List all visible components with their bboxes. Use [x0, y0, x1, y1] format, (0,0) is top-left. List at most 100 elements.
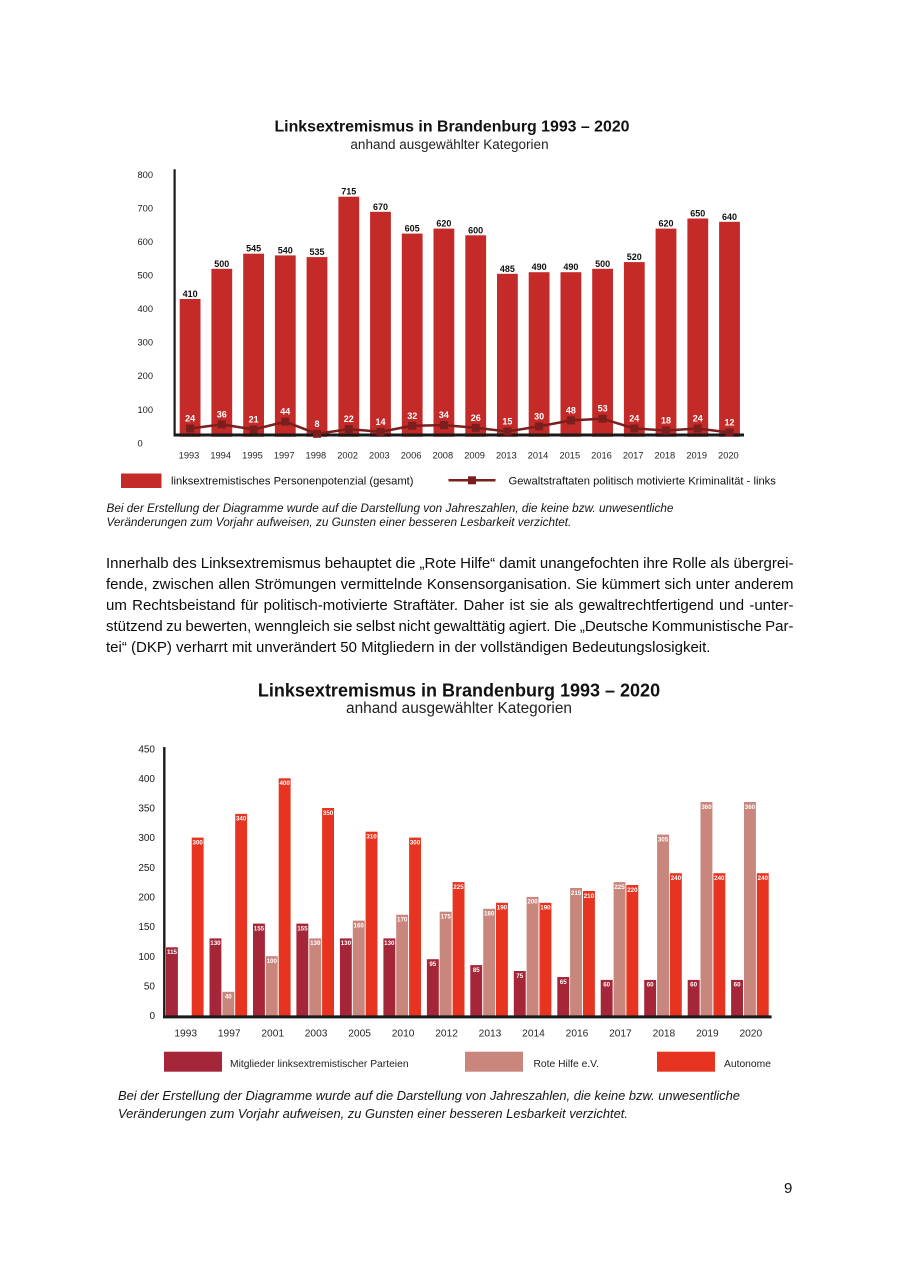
- svg-text:180: 180: [484, 911, 495, 918]
- svg-text:Linksextremismus in Brandenbur: Linksextremismus in Brandenburg 1993 – 2…: [258, 681, 660, 701]
- svg-text:490: 490: [563, 262, 578, 272]
- svg-text:44: 44: [280, 407, 290, 417]
- svg-text:2012: 2012: [435, 1028, 458, 1039]
- svg-text:1993: 1993: [174, 1028, 197, 1039]
- svg-text:36: 36: [217, 409, 227, 419]
- svg-text:300: 300: [193, 839, 204, 846]
- svg-text:Mitglieder linksextremistische: Mitglieder linksextremistischer Parteien: [230, 1059, 409, 1070]
- svg-text:200: 200: [138, 893, 155, 904]
- svg-text:24: 24: [629, 414, 639, 424]
- svg-text:300: 300: [410, 839, 421, 846]
- svg-text:175: 175: [440, 914, 451, 921]
- svg-text:130: 130: [310, 940, 321, 947]
- svg-text:2019: 2019: [686, 451, 707, 461]
- svg-text:18: 18: [661, 416, 671, 426]
- svg-text:600: 600: [468, 225, 483, 235]
- svg-text:2017: 2017: [609, 1028, 632, 1039]
- svg-text:210: 210: [584, 893, 595, 900]
- svg-text:1997: 1997: [274, 451, 295, 461]
- svg-text:48: 48: [566, 405, 576, 415]
- svg-text:2003: 2003: [305, 1028, 328, 1039]
- svg-text:640: 640: [722, 212, 737, 222]
- svg-text:2010: 2010: [392, 1028, 415, 1039]
- svg-text:anhand ausgewählter Kategorien: anhand ausgewählter Kategorien: [350, 137, 548, 152]
- svg-text:53: 53: [598, 404, 608, 414]
- svg-text:225: 225: [453, 884, 464, 891]
- svg-text:2017: 2017: [623, 451, 644, 461]
- svg-text:60: 60: [647, 982, 654, 989]
- svg-text:250: 250: [138, 863, 155, 874]
- svg-text:400: 400: [138, 304, 154, 314]
- svg-text:350: 350: [323, 810, 334, 817]
- svg-text:40: 40: [225, 994, 232, 1001]
- svg-text:anhand ausgewählter Kategorien: anhand ausgewählter Kategorien: [346, 700, 572, 717]
- svg-text:2015: 2015: [559, 451, 580, 461]
- svg-text:2016: 2016: [566, 1028, 589, 1039]
- svg-text:2013: 2013: [496, 451, 517, 461]
- svg-text:200: 200: [138, 371, 154, 381]
- svg-text:190: 190: [540, 905, 551, 912]
- svg-text:220: 220: [627, 887, 638, 894]
- svg-text:21: 21: [249, 415, 259, 425]
- svg-text:305: 305: [658, 836, 669, 843]
- svg-text:2006: 2006: [401, 451, 422, 461]
- svg-text:2003: 2003: [369, 451, 390, 461]
- svg-text:2005: 2005: [348, 1028, 371, 1039]
- svg-text:2009: 2009: [464, 451, 485, 461]
- svg-text:500: 500: [595, 259, 610, 269]
- svg-text:60: 60: [734, 982, 741, 989]
- svg-text:Rote Hilfe e.V.: Rote Hilfe e.V.: [534, 1059, 599, 1070]
- svg-text:545: 545: [246, 244, 261, 254]
- svg-text:0: 0: [149, 1011, 155, 1022]
- svg-text:2019: 2019: [696, 1028, 719, 1039]
- svg-text:50: 50: [144, 982, 156, 993]
- svg-text:620: 620: [658, 219, 673, 229]
- svg-text:400: 400: [279, 780, 290, 787]
- svg-text:linksextremistisches Personenp: linksextremistisches Personenpotenzial (…: [171, 476, 414, 488]
- svg-text:85: 85: [473, 967, 480, 974]
- svg-text:Autonome: Autonome: [724, 1059, 771, 1070]
- svg-text:60: 60: [690, 982, 697, 989]
- svg-text:240: 240: [714, 875, 725, 882]
- svg-text:1995: 1995: [242, 451, 263, 461]
- svg-text:170: 170: [397, 917, 408, 924]
- svg-text:520: 520: [627, 252, 642, 262]
- svg-text:490: 490: [532, 262, 547, 272]
- svg-text:2018: 2018: [653, 1028, 676, 1039]
- svg-text:100: 100: [138, 952, 155, 963]
- svg-text:1993: 1993: [179, 451, 200, 461]
- svg-text:605: 605: [405, 224, 420, 234]
- svg-text:240: 240: [671, 875, 682, 882]
- svg-text:200: 200: [527, 899, 538, 906]
- svg-text:150: 150: [138, 922, 155, 933]
- svg-text:700: 700: [138, 204, 154, 214]
- svg-text:1997: 1997: [218, 1028, 241, 1039]
- svg-text:310: 310: [366, 834, 377, 841]
- svg-text:300: 300: [138, 338, 154, 348]
- svg-text:2008: 2008: [432, 451, 453, 461]
- svg-text:75: 75: [516, 973, 523, 980]
- svg-text:1998: 1998: [306, 451, 327, 461]
- svg-text:130: 130: [341, 940, 352, 947]
- svg-text:155: 155: [297, 925, 308, 932]
- svg-text:670: 670: [373, 202, 388, 212]
- svg-text:15: 15: [502, 417, 512, 427]
- svg-text:350: 350: [138, 804, 155, 815]
- svg-text:2001: 2001: [261, 1028, 284, 1039]
- svg-text:100: 100: [267, 958, 278, 965]
- svg-text:2016: 2016: [591, 451, 612, 461]
- svg-text:1994: 1994: [210, 451, 231, 461]
- svg-text:300: 300: [138, 833, 155, 844]
- svg-text:620: 620: [436, 219, 451, 229]
- svg-text:130: 130: [210, 940, 221, 947]
- svg-text:2020: 2020: [718, 451, 739, 461]
- svg-text:24: 24: [185, 414, 195, 424]
- svg-text:32: 32: [407, 411, 417, 421]
- svg-text:190: 190: [497, 905, 508, 912]
- svg-text:130: 130: [384, 940, 395, 947]
- svg-text:540: 540: [278, 245, 293, 255]
- svg-text:34: 34: [439, 410, 449, 420]
- svg-text:360: 360: [701, 804, 712, 811]
- svg-text:225: 225: [614, 884, 625, 891]
- svg-text:14: 14: [375, 417, 385, 427]
